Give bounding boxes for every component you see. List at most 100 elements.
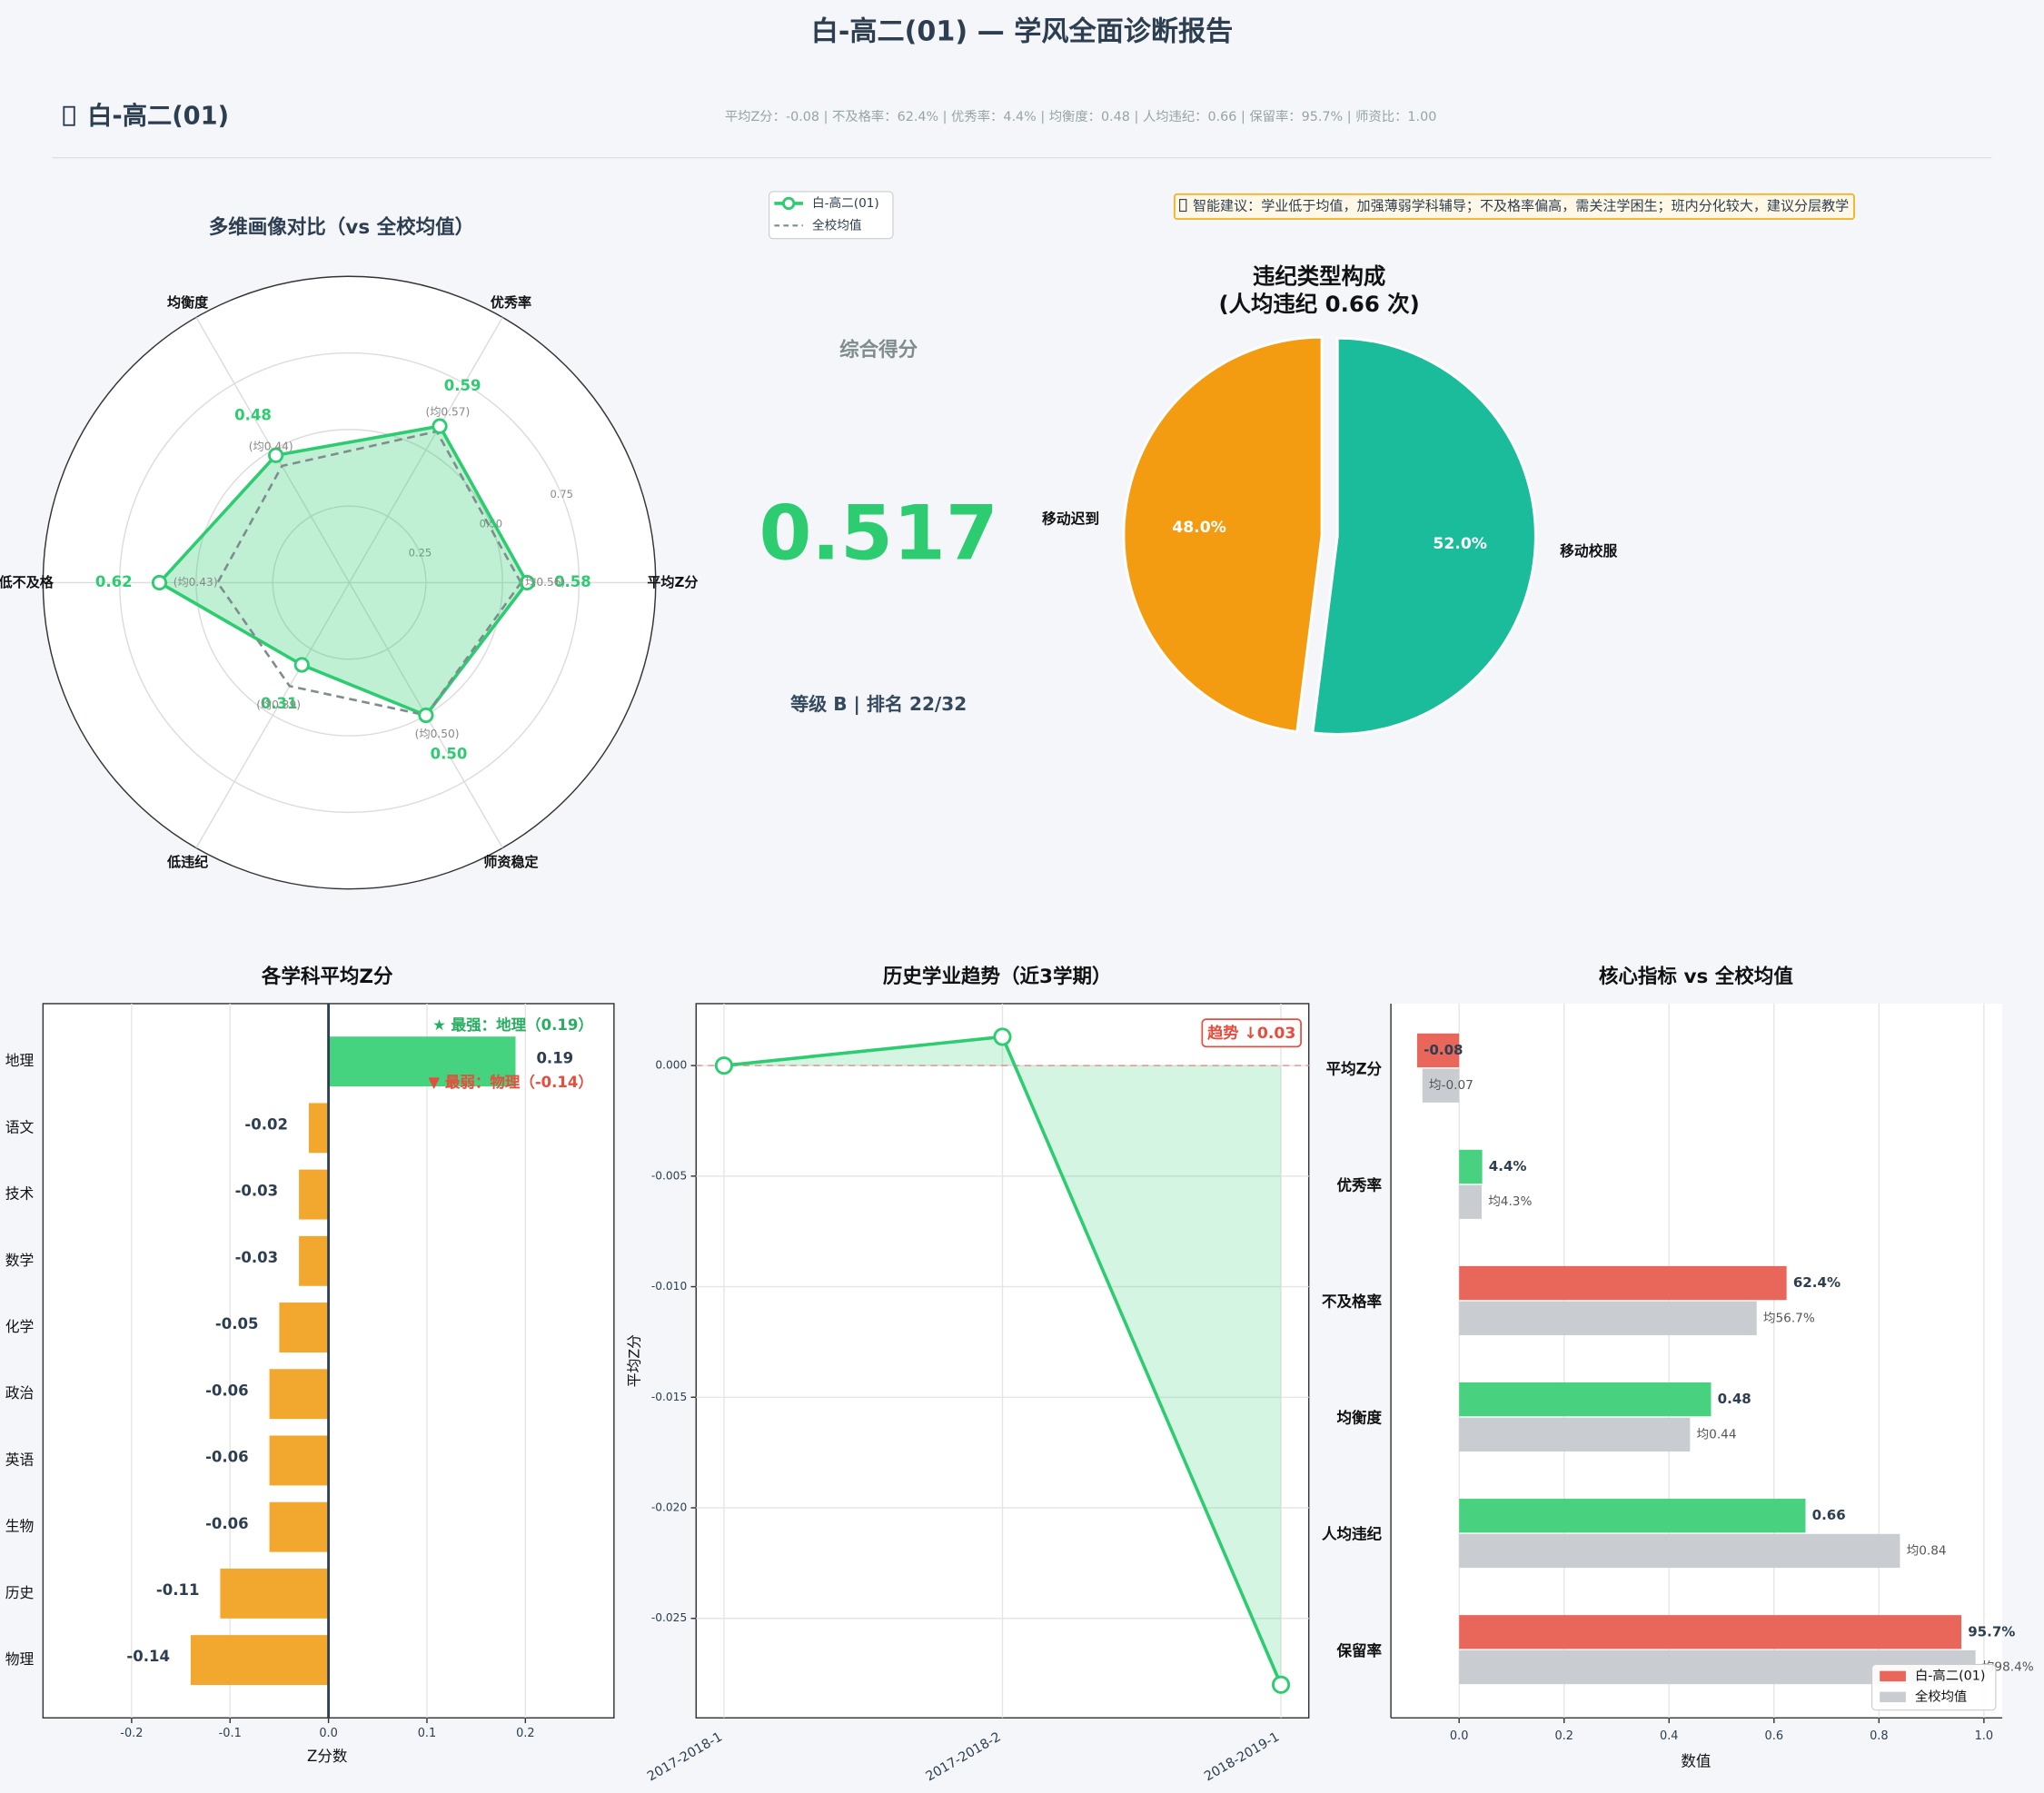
value-label: 0.48 — [234, 406, 272, 423]
value-label: 62.4% — [1793, 1274, 1841, 1291]
bar — [190, 1635, 329, 1686]
value-label: -0.02 — [244, 1115, 288, 1133]
legend-label: 全校均值 — [812, 217, 862, 233]
x-tick-label: 0.6 — [1765, 1729, 1784, 1743]
r-tick-label: 0.75 — [550, 488, 573, 500]
x-tick-label: 1.0 — [1975, 1729, 1994, 1743]
legend-marker — [781, 196, 796, 211]
pie-slice — [1122, 335, 1324, 734]
bar — [328, 1036, 516, 1087]
x-tick-label: 0.4 — [1660, 1729, 1679, 1743]
axis-label: 低不及格 — [0, 574, 55, 590]
annotation: 趋势 ↓0.03 — [1207, 1024, 1295, 1043]
x-tick-label: -0.1 — [219, 1727, 242, 1740]
value-label: -0.03 — [235, 1183, 279, 1200]
chart-title: 违纪类型构成 — [1253, 263, 1385, 290]
y-tick-label: 地理 — [5, 1052, 35, 1069]
avg-label: (均0.44) — [249, 440, 293, 452]
y-tick-label: 人均违纪 — [1322, 1525, 1383, 1543]
value-label: 0.19 — [536, 1049, 573, 1066]
value-label: 0.59 — [444, 377, 481, 394]
radar-point — [418, 707, 434, 724]
chart-subtitle: (人均违纪 0.66 次) — [1219, 291, 1420, 317]
x-tick-label: 0.1 — [418, 1727, 437, 1740]
bar — [308, 1103, 329, 1154]
y-tick-label: 不及格率 — [1322, 1293, 1382, 1311]
y-tick-label: 生物 — [5, 1518, 35, 1535]
trend-point — [1271, 1675, 1291, 1694]
bar — [1459, 1184, 1483, 1219]
avg-label: (均0.50) — [415, 728, 460, 740]
plot-area — [1391, 1003, 2003, 1719]
y-tick-label: -0.010 — [651, 1280, 687, 1293]
value-label: -0.03 — [235, 1249, 279, 1266]
y-tick-label: -0.025 — [651, 1611, 687, 1624]
class-icon — [63, 105, 75, 126]
y-tick-label: -0.005 — [651, 1169, 687, 1182]
avg-label: (均0.39) — [256, 698, 301, 711]
value-label: -0.06 — [205, 1382, 249, 1399]
bar — [299, 1235, 329, 1286]
y-tick-label: -0.015 — [651, 1391, 687, 1403]
legend-swatch — [1880, 1670, 1906, 1682]
axis-label: 优秀率 — [491, 294, 531, 311]
advice: 智能建议：学业低于均值，加强薄弱学科辅导；不及格率偏高，需关注学困生；班内分化较… — [1193, 197, 1849, 213]
chart-title: 各学科平均Z分 — [261, 965, 393, 988]
bar — [220, 1568, 329, 1619]
value-label: -0.06 — [205, 1515, 249, 1532]
bar — [269, 1369, 329, 1420]
y-tick-label: 物理 — [5, 1650, 35, 1668]
value-label: 0.48 — [1718, 1391, 1751, 1407]
radar-point — [432, 418, 448, 434]
bar — [1459, 1499, 1806, 1533]
y-tick-label: 均衡度 — [1337, 1409, 1383, 1427]
y-tick-label: 保留率 — [1336, 1641, 1383, 1659]
x-tick-label: 0.0 — [319, 1727, 338, 1740]
annotation-box — [1201, 1018, 1302, 1048]
trend-point — [993, 1027, 1012, 1046]
rank-line: 等级 B | 排名 22/32 — [790, 693, 967, 715]
value-label: 0.50 — [431, 745, 468, 762]
radar-point — [151, 574, 168, 591]
value-label: -0.14 — [126, 1648, 170, 1665]
bar — [1422, 1068, 1460, 1103]
value-label: -0.11 — [156, 1581, 200, 1599]
legend-label: 全校均值 — [1915, 1688, 1967, 1704]
pie-slice — [1311, 336, 1537, 736]
y-tick-label: 优秀率 — [1337, 1176, 1383, 1194]
value-label: -0.05 — [215, 1315, 259, 1332]
bar — [269, 1435, 329, 1486]
legend-swatch — [1880, 1691, 1906, 1703]
bar — [1459, 1382, 1712, 1417]
value-label: 0.66 — [1812, 1507, 1846, 1523]
chart-title: 核心指标 vs 全校均值 — [1599, 965, 1793, 988]
annotation: ★ 最强：地理（0.19） — [432, 1015, 593, 1034]
y-tick-label: 语文 — [5, 1118, 35, 1135]
r-tick-label: 0.25 — [409, 547, 432, 560]
radar-point — [268, 447, 284, 463]
y-tick-label: 化学 — [5, 1318, 35, 1335]
avg-label: 均-0.07 — [1429, 1078, 1473, 1093]
axis-label: 均衡度 — [167, 294, 209, 311]
slice-label: 移动迟到 — [1042, 510, 1099, 527]
axis-label: 低违纪 — [166, 854, 208, 870]
avg-label: 均0.84 — [1907, 1543, 1947, 1558]
avg-label: 均56.7% — [1763, 1311, 1815, 1325]
radar-point — [293, 657, 310, 673]
spoke — [195, 582, 351, 848]
y-tick-label: 平均Z分 — [1326, 1059, 1383, 1077]
slice-value: 52.0% — [1433, 535, 1487, 553]
y-tick-label: -0.020 — [651, 1501, 687, 1514]
bar — [1459, 1533, 1900, 1569]
avg-label: (均0.57) — [425, 405, 470, 418]
trend-point — [714, 1056, 733, 1075]
value-label: 95.7% — [1968, 1623, 2015, 1639]
spoke — [348, 317, 503, 583]
score-label: 综合得分 — [839, 338, 918, 362]
bar — [1459, 1615, 1962, 1649]
axis-label: 平均Z分 — [647, 574, 698, 590]
advice-icon — [1179, 199, 1187, 213]
bar — [1459, 1417, 1691, 1452]
summary: 平均Z分：-0.08 | 不及格率：62.4% | 优秀率：4.4% | 均衡度… — [725, 109, 1437, 124]
